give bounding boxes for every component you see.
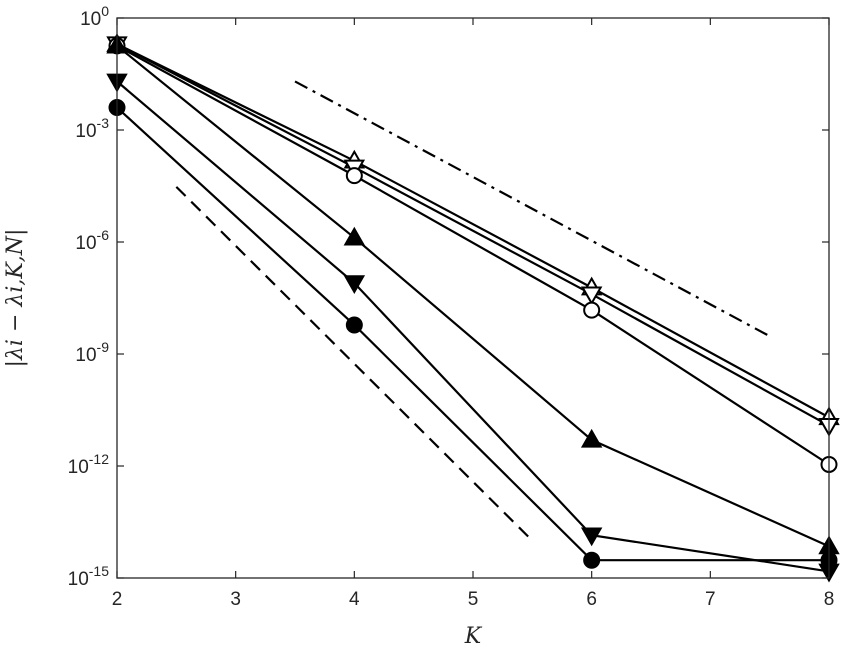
data-point-triangle-down — [343, 275, 366, 294]
series-layer — [106, 33, 840, 583]
series-6 — [108, 99, 838, 569]
series-5 — [106, 73, 840, 583]
series-2 — [106, 36, 840, 437]
y-tick-label: 10-9 — [75, 339, 109, 366]
y-tick-base: 10 — [75, 233, 96, 254]
y-tick-exponent: -12 — [89, 451, 109, 467]
y-tick-base: 10 — [75, 345, 96, 366]
y-tick-label: 10-15 — [68, 563, 110, 590]
x-axis-label: K — [464, 624, 483, 648]
y-tick-base: 10 — [68, 569, 89, 590]
data-point-circle — [345, 316, 363, 334]
y-tick-label: 10-12 — [68, 451, 110, 478]
y-tick-exponent: -6 — [97, 227, 110, 243]
series-4 — [106, 34, 840, 555]
series-line — [116, 43, 830, 427]
data-point-triangle-down — [580, 527, 603, 547]
y-tick-exponent: 0 — [101, 3, 109, 19]
y-tick-exponent: -9 — [97, 339, 110, 355]
y-tick-exponent: -15 — [89, 563, 109, 579]
y-tick-label: 10-6 — [75, 227, 109, 254]
data-point-circle — [345, 167, 363, 185]
y-tick-label: 100 — [80, 3, 109, 30]
data-point-triangle-down — [580, 286, 603, 306]
series-line — [116, 43, 830, 419]
data-point-triangle-up — [580, 428, 603, 448]
y-tick-base: 10 — [80, 9, 101, 30]
series-line — [116, 44, 830, 548]
plot-frame — [116, 17, 830, 579]
x-tick-label: 6 — [586, 589, 597, 610]
y-tick-exponent: -3 — [97, 115, 110, 131]
data-point-circle — [583, 551, 601, 569]
y-tick-base: 10 — [75, 121, 96, 142]
reference-line-dashdot — [294, 80, 771, 338]
data-point-triangle-up — [343, 226, 366, 246]
series-line — [116, 106, 829, 562]
series-line — [116, 80, 830, 573]
y-tick-base: 10 — [68, 457, 89, 478]
series-line — [116, 44, 830, 466]
series-3 — [108, 37, 838, 473]
ticks-layer — [116, 17, 830, 579]
y-tick-label: 10-3 — [75, 115, 109, 142]
y-axis-label: |λi − λi,K,N| — [3, 229, 28, 368]
x-tick-label: 7 — [705, 589, 716, 610]
data-point-circle — [583, 301, 601, 319]
x-tick-label: 2 — [112, 589, 123, 610]
x-tick-label: 8 — [824, 589, 835, 610]
reference-lines-layer — [175, 80, 771, 542]
x-tick-label: 3 — [230, 589, 241, 610]
x-tick-label: 4 — [349, 589, 360, 610]
x-tick-labels: 2 3 4 5 6 7 8 — [112, 589, 835, 610]
x-tick-label: 5 — [468, 589, 479, 610]
